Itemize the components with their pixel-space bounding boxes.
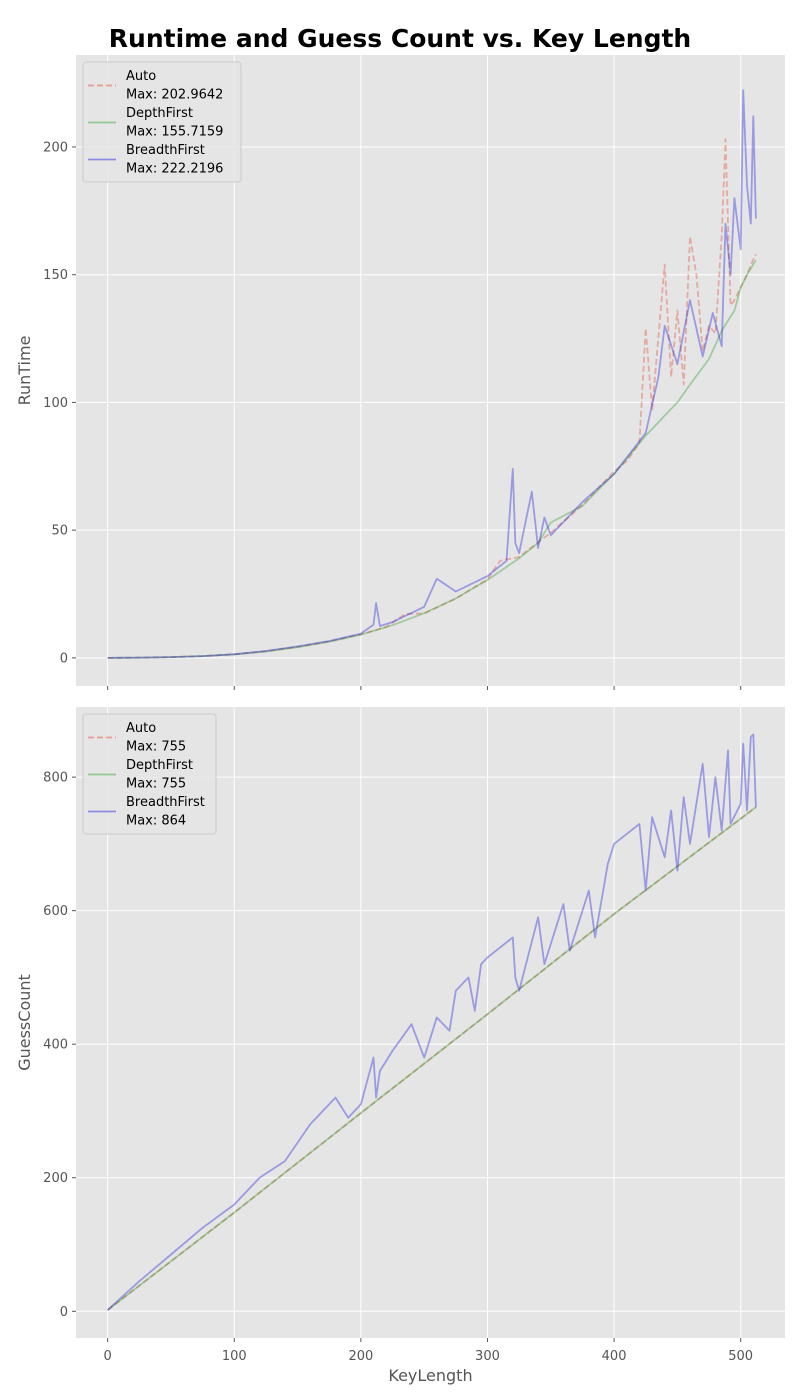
legend-entry-breadthfirst: BreadthFirst <box>126 143 205 158</box>
y-tick-label: 800 <box>43 771 68 786</box>
series-line-depthfirst <box>107 806 757 1311</box>
x-tick-label: 100 <box>222 1349 247 1364</box>
y-tick-label: 0 <box>60 1305 68 1320</box>
x-tick-label: 500 <box>728 1349 753 1364</box>
x-tick-label: 0 <box>104 1349 112 1364</box>
legend-entry-depthfirst: DepthFirst <box>126 106 193 121</box>
series-line-depthfirst <box>107 259 757 659</box>
legend-box <box>82 713 217 835</box>
series-line-breadthfirst <box>107 89 757 659</box>
x-tick-label: 200 <box>348 1349 373 1364</box>
y-tick-label: 400 <box>43 1038 68 1053</box>
legend-entry-depthfirst: Max: 755 <box>126 777 186 792</box>
legend-entry-auto: Auto <box>126 721 156 736</box>
y-tick-label: 200 <box>43 140 68 155</box>
x-axis-label: KeyLength <box>388 1366 472 1385</box>
x-tick-label: 400 <box>602 1349 627 1364</box>
y-axis-label: RunTime <box>15 336 34 406</box>
y-tick-label: 100 <box>43 396 68 411</box>
y-tick-label: 0 <box>60 651 68 666</box>
y-tick-label: 150 <box>43 268 68 283</box>
x-tick-label: 300 <box>475 1349 500 1364</box>
y-tick-label: 600 <box>43 904 68 919</box>
series-group <box>107 733 757 1311</box>
y-tick-label: 200 <box>43 1171 68 1186</box>
series-line-auto <box>107 138 757 659</box>
runtime-panel: 0 50 100 150 200 RunTime Auto Max: 202.9642 Dept… <box>15 55 785 690</box>
legend-entry-breadthfirst: Max: 222.2196 <box>126 162 223 177</box>
legend-entry-depthfirst: DepthFirst <box>126 758 193 773</box>
legend-box <box>82 61 242 183</box>
legend-entry-depthfirst: Max: 155.7159 <box>126 125 223 140</box>
y-axis-label: GuessCount <box>15 974 34 1071</box>
legend-entry-auto: Max: 202.9642 <box>126 88 223 103</box>
y-tick-label: 50 <box>51 524 68 539</box>
legend-entry-breadthfirst: Max: 864 <box>126 814 186 829</box>
legend-entry-breadthfirst: BreadthFirst <box>126 795 205 810</box>
legend: Auto Max: 755 DepthFirst Max: 755 BreadthFir… <box>82 713 217 835</box>
legend-entry-auto: Max: 755 <box>126 740 186 755</box>
chart-title: Runtime and Guess Count vs. Key Length <box>109 24 691 53</box>
series-line-breadthfirst <box>107 733 757 1311</box>
guesscount-panel: 0 100 200 300 400 500 0 200 400 600 800 GuessCount K… <box>15 707 785 1385</box>
series-line-auto <box>107 806 757 1311</box>
legend: Auto Max: 202.9642 DepthFirst Max: 155.7159… <box>82 61 242 183</box>
series-group <box>107 89 757 659</box>
legend-entry-auto: Auto <box>126 69 156 84</box>
